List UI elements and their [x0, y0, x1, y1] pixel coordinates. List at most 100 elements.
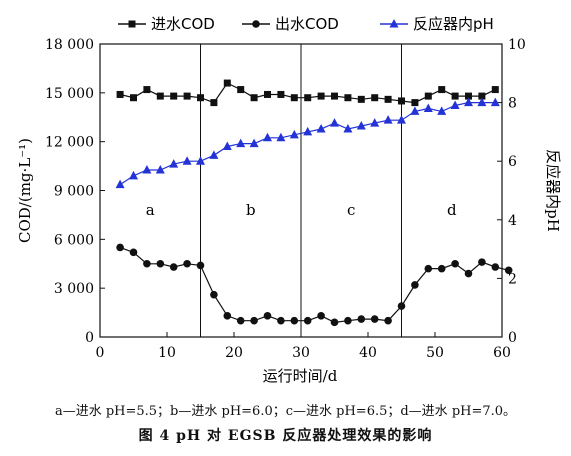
series-3-point: [330, 118, 339, 127]
legend-label-3: 反应器内pH: [413, 15, 494, 33]
series-3-point: [169, 159, 179, 168]
series-3-point: [276, 132, 286, 142]
series-3-point: [410, 106, 420, 115]
series-2-point: [411, 281, 419, 289]
series-2-point: [290, 316, 299, 325]
series-1-point: [250, 94, 258, 102]
series-3-point: [303, 126, 313, 136]
legend-label-1: 进水COD: [151, 15, 215, 33]
x-tick-label: 60: [493, 345, 511, 361]
series-3-point: [182, 156, 192, 165]
series-1-point: [130, 94, 137, 102]
series-1-point: [357, 95, 365, 103]
x-tick-label: 0: [96, 345, 105, 361]
series-2-point: [478, 258, 486, 266]
series-1-point: [398, 97, 405, 105]
series-1-point: [424, 92, 432, 100]
y-left-axis-title: COD/(mg·L⁻¹): [16, 138, 34, 243]
phase-label-a: a: [146, 201, 155, 219]
figure-note: a—进水 pH=5.5；b—进水 pH=6.0；c—进水 pH=6.5；d—进水…: [54, 404, 517, 419]
series-2-point: [424, 264, 433, 273]
y-left-tick-label: 9 000: [54, 184, 94, 200]
series-3-point: [383, 115, 393, 124]
series-2-point: [397, 302, 406, 310]
x-tick-label: 30: [292, 345, 310, 361]
phase-label-d: d: [447, 201, 457, 219]
series-2-point: [437, 264, 446, 273]
series-3-point: [477, 97, 487, 107]
series-1-point: [197, 94, 204, 102]
series-2-point: [210, 290, 218, 299]
series-1-point: [411, 99, 419, 107]
series-2-point: [156, 259, 165, 268]
series-2-point: [183, 259, 191, 268]
y-right-tick-label: 4: [508, 213, 517, 229]
legend-marker-1: [128, 20, 136, 28]
series-3-point: [289, 129, 299, 139]
x-tick-label: 50: [426, 345, 444, 361]
series-3-point: [397, 115, 406, 124]
series-2-point: [303, 316, 312, 325]
y-left-tick-label: 12 000: [45, 135, 94, 151]
legend-marker-3: [389, 19, 399, 28]
y-right-tick-label: 6: [508, 154, 517, 170]
y-right-tick-label: 0: [508, 330, 517, 346]
series-2-point: [129, 248, 138, 257]
series-1-point: [156, 92, 164, 100]
legend-label-2: 出水COD: [275, 15, 339, 33]
series-1-point: [331, 92, 338, 100]
series-2-point: [370, 315, 379, 323]
series-3-point: [437, 106, 447, 115]
series-3-point: [115, 179, 125, 189]
series-3-point: [249, 138, 259, 148]
series-3-point: [464, 97, 473, 107]
series-3-point: [356, 121, 366, 130]
x-tick-label: 40: [359, 345, 377, 361]
series-3-point: [155, 164, 165, 174]
y-right-tick-label: 8: [508, 96, 517, 112]
series-2-point: [196, 261, 205, 270]
series-1-point: [223, 79, 231, 87]
series-1-point: [170, 92, 178, 100]
series-1-point: [143, 86, 151, 94]
series-2-point: [491, 263, 500, 271]
y-left-tick-label: 3 000: [54, 281, 94, 297]
y-left-tick-label: 0: [85, 330, 94, 346]
series-2-point: [143, 259, 151, 268]
series-3-point: [423, 103, 433, 112]
series-2-point: [504, 266, 513, 275]
series-2-point: [384, 316, 392, 325]
series-3-point: [490, 97, 500, 107]
x-tick-label: 20: [225, 345, 243, 361]
x-axis-title: 运行时间/d: [263, 367, 338, 385]
series-2-point: [464, 269, 473, 278]
series-1-point: [210, 99, 218, 107]
y-left-tick-label: 6 000: [54, 232, 94, 248]
series-2-point: [451, 259, 459, 268]
series-1-point: [264, 90, 271, 98]
series-2-point: [236, 316, 245, 325]
x-tick-label: 10: [158, 345, 176, 361]
series-3-point: [222, 141, 232, 151]
series-3-point: [343, 123, 353, 133]
series-3-point: [142, 164, 152, 174]
series-3-point: [370, 118, 380, 127]
y-left-tick-label: 18 000: [45, 37, 94, 53]
series-1-point: [237, 86, 245, 94]
y-right-tick-label: 10: [508, 37, 526, 53]
series-1-point: [183, 92, 191, 100]
series-1-point: [371, 94, 379, 102]
series-2-point: [116, 243, 124, 252]
series-1-point: [317, 92, 325, 100]
series-3-point: [263, 132, 272, 142]
series-1-point: [465, 92, 472, 100]
series-2-point: [330, 318, 339, 327]
series-1-point: [277, 90, 285, 98]
series-1-point: [304, 94, 312, 102]
y-right-axis-title: 反应器内pH: [544, 149, 562, 232]
series-2-point: [223, 312, 232, 320]
series-1-point: [451, 92, 459, 100]
series-3-point: [316, 123, 326, 133]
